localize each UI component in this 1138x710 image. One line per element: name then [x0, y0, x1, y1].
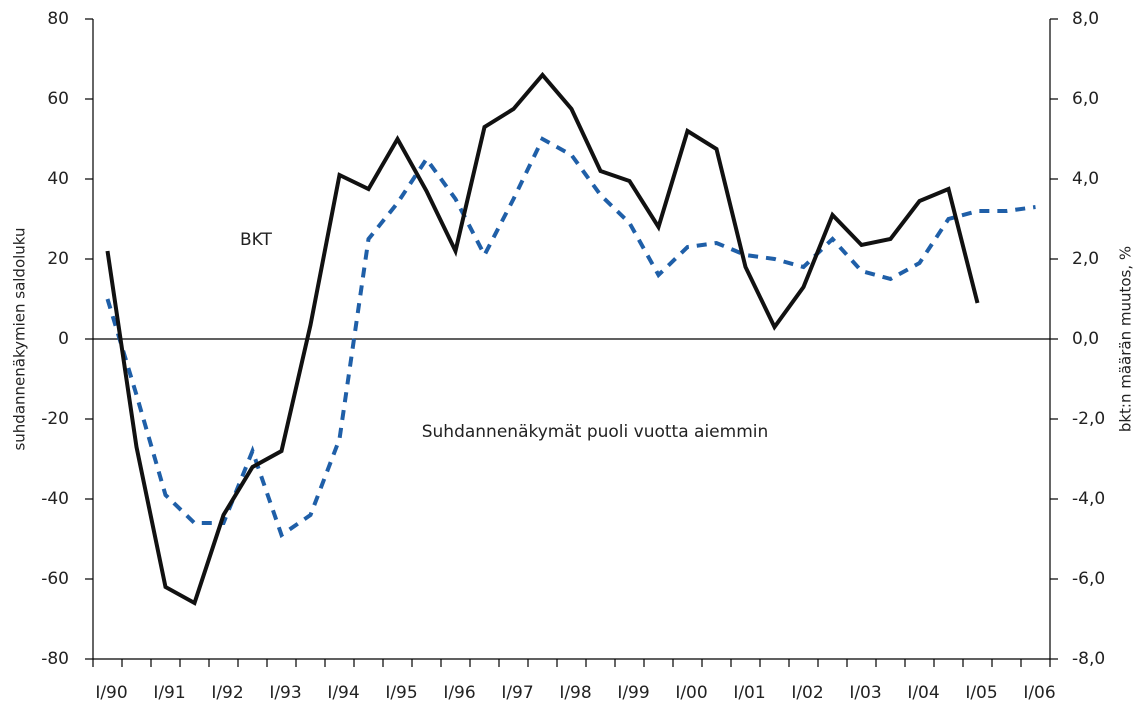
y-tick-label: -80	[41, 649, 69, 669]
y-tick-label: 0	[58, 329, 69, 349]
y2-tick-label: -6,0	[1072, 569, 1105, 589]
x-tick-label: I/02	[791, 683, 823, 703]
y-tick-label: 60	[47, 89, 69, 109]
y-tick-label: -40	[41, 489, 69, 509]
y2-tick-label: -4,0	[1072, 489, 1105, 509]
x-tick-label: I/01	[733, 683, 765, 703]
x-tick-label: I/90	[95, 683, 127, 703]
y2-axis-label: bkt:n määrän muutos, %	[1117, 246, 1135, 432]
y-axis-label: suhdannenäkymien saldoluku	[11, 227, 29, 450]
annotation: BKT	[240, 230, 272, 250]
y2-tick-label: 4,0	[1072, 169, 1099, 189]
y-tick-label: -20	[41, 409, 69, 429]
series-line	[105, 136, 1036, 539]
y2-tick-label: 2,0	[1072, 249, 1099, 269]
y2-tick-label: -8,0	[1072, 649, 1105, 669]
x-tick-label: I/00	[675, 683, 707, 703]
x-tick-label: I/99	[617, 683, 649, 703]
annotation: Suhdannenäkymät puoli vuotta aiemmin	[422, 422, 769, 442]
x-tick-label: I/06	[1023, 683, 1055, 703]
x-tick-label: I/98	[559, 683, 591, 703]
y2-tick-label: 0,0	[1072, 329, 1099, 349]
x-tick-label: I/03	[849, 683, 881, 703]
x-tick-label: I/91	[153, 683, 185, 703]
x-tick-label: I/97	[501, 683, 533, 703]
x-tick-label: I/05	[965, 683, 997, 703]
y-tick-label: 20	[47, 249, 69, 269]
x-tick-label: I/93	[269, 683, 301, 703]
y2-tick-label: -2,0	[1072, 409, 1105, 429]
y-tick-label: -60	[41, 569, 69, 589]
series-line	[105, 71, 980, 606]
y-tick-label: 80	[47, 9, 69, 29]
y-tick-label: 40	[47, 169, 69, 189]
y2-tick-label: 6,0	[1072, 89, 1099, 109]
x-tick-label: I/94	[327, 683, 359, 703]
x-tick-label: I/96	[443, 683, 475, 703]
x-tick-label: I/95	[385, 683, 417, 703]
y2-tick-label: 8,0	[1072, 9, 1099, 29]
x-tick-label: I/92	[211, 683, 243, 703]
x-tick-label: I/04	[907, 683, 939, 703]
